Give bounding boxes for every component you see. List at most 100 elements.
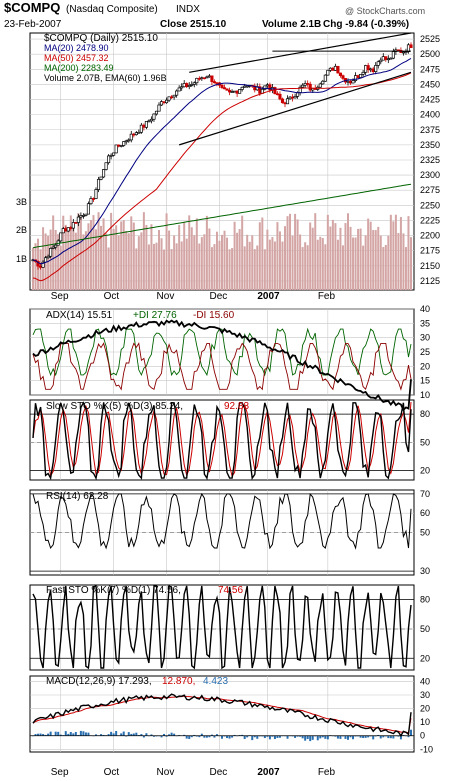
volume-bar bbox=[135, 248, 138, 290]
macd-hist-bar bbox=[84, 732, 87, 736]
candle-body bbox=[293, 95, 297, 99]
macd-line bbox=[32, 693, 412, 738]
candle-body bbox=[348, 80, 353, 84]
macd-hist-bar bbox=[334, 735, 337, 737]
candle-body bbox=[41, 261, 45, 268]
volume-bar bbox=[344, 223, 347, 290]
candle-body bbox=[263, 85, 267, 90]
candle-body bbox=[129, 133, 133, 141]
candle-body bbox=[49, 248, 53, 257]
candle-body bbox=[384, 56, 388, 60]
macd-hist-bar bbox=[347, 735, 349, 740]
volume-bar bbox=[130, 216, 133, 290]
y-tick-label: 20 bbox=[420, 361, 430, 371]
volume-bar bbox=[379, 235, 382, 290]
candle-body bbox=[291, 96, 295, 99]
rsi-legend: RSI(14) 62.28 bbox=[46, 491, 109, 502]
x-month-label: 2007 bbox=[257, 291, 280, 302]
minus-di-line bbox=[32, 342, 412, 391]
macd-hist-bar bbox=[208, 735, 211, 738]
macd-hist-bar bbox=[59, 734, 62, 736]
legend-plus-di: +DI 27.76 bbox=[133, 310, 177, 321]
volume-bar bbox=[168, 230, 171, 290]
ma20-line bbox=[32, 57, 412, 265]
candle-body bbox=[180, 86, 184, 89]
x-month-label: Sep bbox=[51, 767, 69, 778]
volume-bar bbox=[236, 232, 239, 290]
macd-hist-bar bbox=[402, 735, 405, 736]
macd-hist-bar bbox=[410, 729, 412, 736]
y-tick-label: 20 bbox=[420, 704, 430, 714]
candle-body bbox=[326, 69, 330, 76]
volume-bar bbox=[198, 243, 201, 290]
candle-body bbox=[318, 83, 322, 88]
candle-body bbox=[228, 89, 232, 93]
candle-body bbox=[185, 83, 189, 88]
y-tick-label: 50 bbox=[420, 624, 430, 634]
candle-body bbox=[134, 132, 138, 136]
y-tick-label: 2500 bbox=[420, 49, 440, 59]
macd-hist-bar bbox=[273, 735, 276, 740]
volume-bar bbox=[331, 219, 334, 290]
legend-ma200: MA(200) 2283.49 bbox=[44, 63, 114, 73]
y-tick-label: 10 bbox=[420, 390, 430, 400]
y-tick-label: 2475 bbox=[420, 64, 440, 74]
volume-bar bbox=[105, 233, 108, 290]
candle-body bbox=[338, 72, 342, 77]
candle-body bbox=[361, 71, 365, 75]
exchange-label: INDX bbox=[176, 4, 200, 15]
volume-bar bbox=[316, 239, 319, 290]
candle-body bbox=[389, 57, 393, 60]
volume-bar bbox=[369, 221, 372, 290]
candle-body bbox=[71, 222, 75, 229]
ma50-line bbox=[32, 72, 412, 282]
volume-bar bbox=[410, 237, 412, 290]
candle-body bbox=[192, 82, 196, 85]
volume-bar bbox=[226, 237, 229, 290]
macd-hist-bar bbox=[326, 735, 329, 740]
volume-bar bbox=[286, 216, 289, 290]
volume-bar bbox=[112, 228, 115, 290]
macd-hist-bar bbox=[107, 734, 110, 736]
rsi-line bbox=[32, 492, 412, 550]
macd-hist-bar bbox=[57, 731, 60, 736]
macd-hist-bar bbox=[233, 734, 236, 736]
candle-body bbox=[238, 89, 242, 94]
macd-hist-bar bbox=[362, 735, 365, 738]
candle-body bbox=[102, 169, 106, 178]
candle-body bbox=[374, 65, 378, 72]
candle-body bbox=[74, 222, 78, 224]
legend-macd-signal: 12.870, bbox=[162, 676, 195, 687]
candle-body bbox=[212, 81, 216, 84]
volume-bar bbox=[392, 221, 395, 290]
candle-body bbox=[107, 155, 111, 164]
volume-bar bbox=[299, 234, 302, 290]
volume-bar bbox=[389, 214, 392, 290]
volume-bar bbox=[208, 228, 211, 290]
candle-body bbox=[170, 96, 174, 99]
candle-body bbox=[356, 75, 360, 78]
candle-body bbox=[157, 104, 161, 112]
candle-body bbox=[215, 82, 219, 85]
volume-bar bbox=[175, 243, 178, 290]
macd-hist-bar bbox=[160, 735, 163, 738]
volume-axis-label: 1B bbox=[16, 254, 27, 264]
macd-hist-bar bbox=[165, 735, 168, 737]
volume-bar bbox=[314, 213, 317, 290]
volume-bar bbox=[349, 226, 352, 290]
volume-bar bbox=[185, 238, 188, 290]
volume-bar bbox=[163, 249, 166, 290]
volume-bar bbox=[132, 222, 135, 290]
candle-body bbox=[336, 65, 340, 74]
macd-hist-bar bbox=[324, 735, 327, 739]
x-month-label: Oct bbox=[104, 291, 120, 302]
faststo-legend: Fast STO %K(7) %D(1) 74.56, 74.56 bbox=[46, 585, 243, 596]
legend-macd-hist: 4.423 bbox=[203, 676, 228, 687]
volume-bar bbox=[321, 238, 324, 290]
macd-hist-bar bbox=[173, 733, 176, 736]
y-tick-label: 2400 bbox=[420, 110, 440, 120]
candle-body bbox=[54, 244, 58, 248]
candle-body bbox=[351, 80, 355, 84]
volume-bar bbox=[336, 239, 339, 290]
candle-body bbox=[401, 51, 405, 54]
